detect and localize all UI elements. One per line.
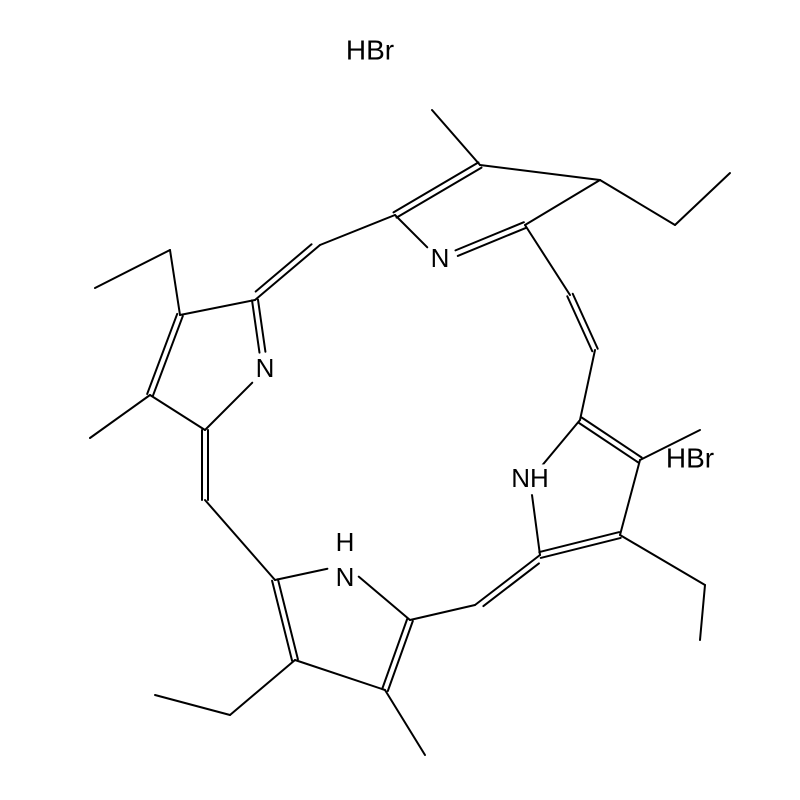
- svg-text:N: N: [256, 353, 275, 383]
- svg-text:H: H: [336, 527, 355, 557]
- svg-text:NH: NH: [511, 463, 549, 493]
- svg-text:HBr: HBr: [666, 442, 714, 473]
- svg-text:HBr: HBr: [346, 34, 394, 65]
- svg-text:N: N: [431, 243, 450, 273]
- svg-text:N: N: [336, 562, 355, 592]
